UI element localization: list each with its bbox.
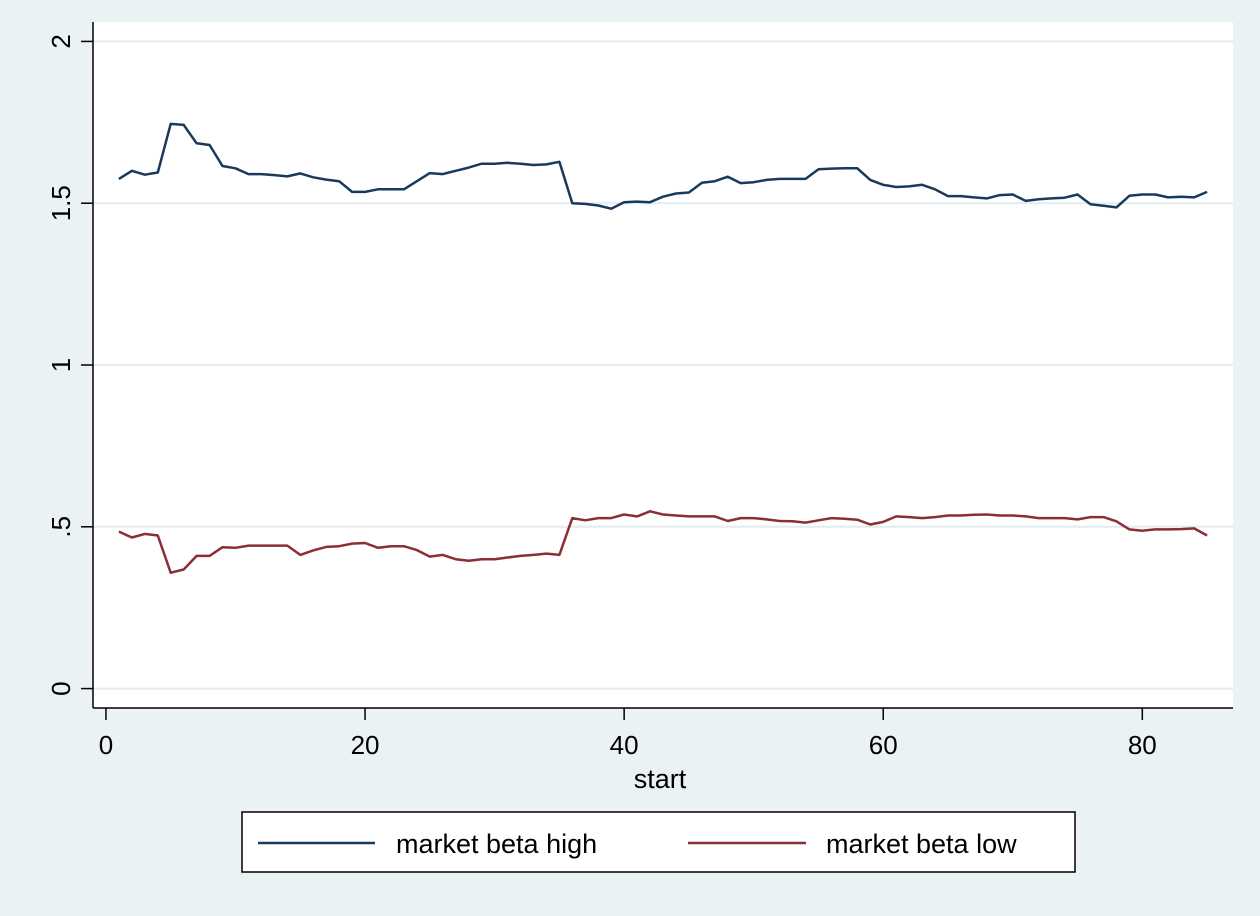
axes: 0.511.520 20 40 60 80	[46, 22, 1233, 760]
legend-label-market-beta-low: market beta low	[826, 829, 1017, 859]
y-tick-label: 1	[46, 358, 76, 372]
y-tick-label: 2	[46, 34, 76, 48]
y-tick-label: 1.5	[46, 185, 76, 221]
grid-lines	[93, 40, 1233, 690]
x-axis-title: start	[634, 764, 687, 794]
x-tick-label: 40	[610, 730, 639, 760]
series-line-market-beta-low	[118, 510, 1208, 574]
x-tick-label: 0	[99, 730, 113, 760]
y-tick-label: 0	[46, 681, 76, 695]
series-lines	[118, 122, 1208, 574]
legend: market beta high market beta low	[241, 811, 1076, 873]
legend-box	[241, 811, 1076, 873]
y-tick-label: .5	[46, 516, 76, 538]
legend-label-market-beta-high: market beta high	[396, 829, 597, 859]
series-line-market-beta-high	[118, 122, 1208, 210]
x-tick-label: 80	[1128, 730, 1157, 760]
x-tick-label: 20	[351, 730, 380, 760]
x-tick-label: 60	[869, 730, 898, 760]
